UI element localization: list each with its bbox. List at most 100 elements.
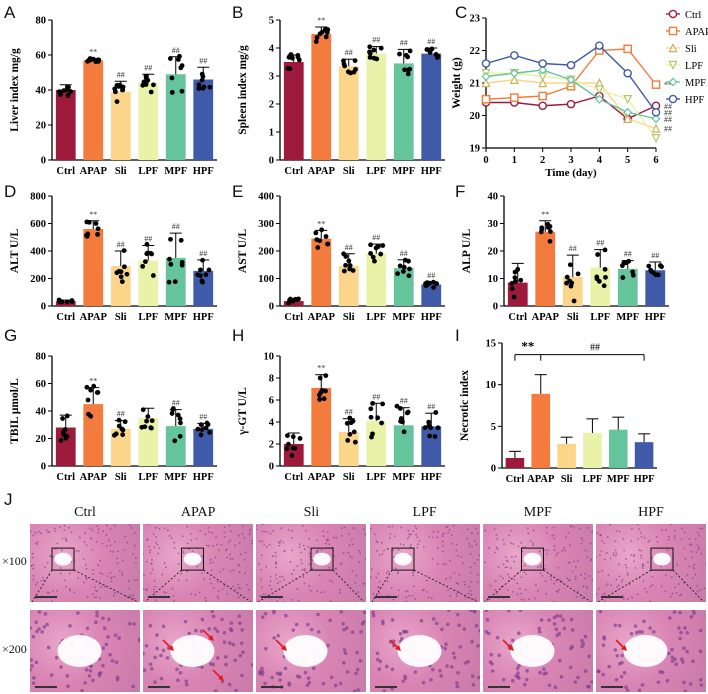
nucleus <box>441 545 444 547</box>
significance-label: ## <box>144 63 152 72</box>
significance-label: ## <box>345 48 353 57</box>
nucleus <box>488 598 491 601</box>
nucleus <box>199 530 202 532</box>
data-point <box>378 251 384 257</box>
nucleus <box>514 555 517 558</box>
scale-bar <box>601 686 623 688</box>
significance-label: ## <box>569 244 577 253</box>
vein-lumen <box>397 635 442 667</box>
nucleus <box>325 542 328 545</box>
histology-image-mpf-x100 <box>482 524 593 602</box>
nucleus <box>620 653 624 658</box>
nucleus <box>397 589 400 592</box>
x-tick-label: APAP <box>308 472 336 483</box>
panel-label-d: D <box>4 182 17 201</box>
x-tick-label: Sli <box>561 474 573 485</box>
nucleus <box>155 646 160 651</box>
nucleus <box>579 638 584 643</box>
nucleus <box>599 534 602 536</box>
nucleus <box>149 549 152 552</box>
nucleus <box>532 529 535 532</box>
y-tick-label: 22 <box>470 46 481 57</box>
nucleus <box>408 533 410 535</box>
legend-label: Sli <box>685 44 697 55</box>
y-tick-label: 0 <box>41 156 46 167</box>
x-tick-label: Sli <box>343 472 355 483</box>
nucleus <box>412 585 415 588</box>
nucleus <box>182 550 185 552</box>
nucleus <box>52 590 54 593</box>
nucleus <box>348 544 351 546</box>
y-tick-label: 300 <box>258 219 274 230</box>
nucleus <box>99 571 102 574</box>
nucleus <box>158 547 161 549</box>
nucleus <box>226 592 229 595</box>
data-point <box>424 47 430 52</box>
nucleus <box>241 532 244 535</box>
data-point <box>321 396 327 402</box>
data-point <box>371 47 377 53</box>
nucleus <box>52 555 54 558</box>
nucleus <box>275 577 278 580</box>
nucleus <box>506 610 511 613</box>
nucleus <box>343 526 346 529</box>
data-point <box>428 425 434 431</box>
data-point <box>512 279 518 284</box>
nucleus <box>357 591 360 594</box>
nucleus <box>448 528 450 531</box>
zoom-line <box>203 569 252 602</box>
nucleus <box>165 591 168 594</box>
nucleus <box>154 585 157 588</box>
data-point <box>564 280 569 286</box>
series-point-lpf <box>651 134 661 144</box>
significance-label: ## <box>400 38 408 47</box>
nucleus <box>77 577 80 579</box>
nucleus <box>44 566 46 569</box>
nucleus <box>301 562 304 565</box>
nucleus <box>191 550 194 553</box>
data-point <box>84 384 90 390</box>
y-tick-label: 10 <box>488 274 499 285</box>
x-tick-label: Ctrl <box>284 166 303 177</box>
nucleus <box>502 543 505 546</box>
nucleus <box>625 688 630 692</box>
nucleus <box>519 542 522 544</box>
data-point <box>86 219 92 225</box>
nucleus <box>589 558 592 561</box>
nucleus <box>495 534 498 536</box>
bar-mpf <box>608 429 628 468</box>
bar-hpf <box>421 53 442 160</box>
data-point <box>119 279 125 285</box>
y-tick-label: 200 <box>258 247 274 258</box>
nucleus <box>258 563 261 566</box>
nucleus <box>557 551 559 554</box>
tissue-texture <box>143 524 254 602</box>
data-point <box>284 446 290 452</box>
nucleus <box>585 585 587 588</box>
nucleus <box>78 536 81 539</box>
nucleus <box>666 549 669 552</box>
x-tick-label: MPF <box>164 166 187 177</box>
data-point <box>93 221 99 226</box>
nucleus <box>326 538 329 541</box>
nucleus <box>544 580 547 583</box>
data-point <box>427 433 433 439</box>
nucleus <box>621 578 624 581</box>
bar-ctrl <box>505 458 525 468</box>
nucleus <box>607 664 612 669</box>
nucleus <box>163 591 165 593</box>
nucleus <box>649 585 652 588</box>
nucleus <box>37 541 39 543</box>
nucleus <box>308 585 311 587</box>
nucleus <box>272 529 275 532</box>
nucleus <box>154 599 157 602</box>
nucleus <box>248 588 251 591</box>
histology-image-sli-x200 <box>256 610 367 692</box>
nucleus <box>386 580 389 583</box>
nucleus <box>49 673 54 677</box>
nucleus <box>467 585 470 588</box>
data-point <box>206 267 212 273</box>
nucleus <box>240 673 244 678</box>
series-point-lpf <box>623 95 633 105</box>
nucleus <box>177 552 180 555</box>
